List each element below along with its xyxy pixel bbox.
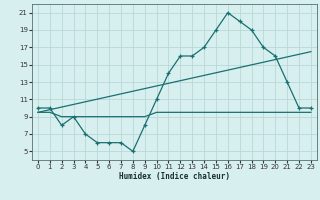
X-axis label: Humidex (Indice chaleur): Humidex (Indice chaleur) — [119, 172, 230, 181]
